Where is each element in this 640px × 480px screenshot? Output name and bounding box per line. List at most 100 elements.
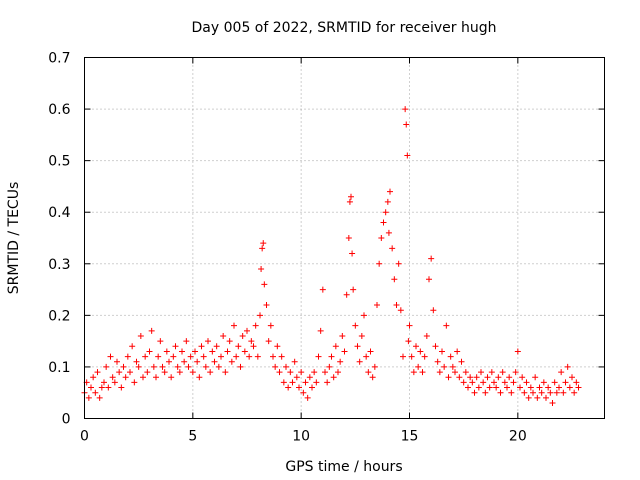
plot-frame bbox=[84, 57, 605, 419]
data-point bbox=[480, 379, 487, 386]
data-point bbox=[324, 379, 331, 386]
data-point bbox=[350, 286, 357, 293]
y-tick-label: 0 bbox=[62, 412, 71, 428]
data-point bbox=[319, 286, 326, 293]
data-point bbox=[403, 121, 410, 128]
x-tick-label: 20 bbox=[509, 429, 527, 445]
data-point bbox=[146, 348, 153, 355]
data-point bbox=[211, 358, 218, 365]
data-point bbox=[163, 348, 170, 355]
data-point bbox=[356, 358, 363, 365]
data-point bbox=[187, 353, 194, 360]
data-point bbox=[166, 358, 172, 365]
data-point bbox=[209, 348, 216, 355]
data-point bbox=[343, 291, 350, 298]
data-point bbox=[270, 353, 276, 360]
data-point bbox=[111, 379, 118, 386]
data-point bbox=[439, 348, 445, 355]
data-point bbox=[569, 374, 575, 381]
data-point bbox=[423, 332, 430, 339]
data-point bbox=[101, 379, 107, 386]
data-point bbox=[349, 250, 356, 257]
data-point bbox=[107, 353, 114, 360]
data-point bbox=[378, 235, 385, 241]
data-point bbox=[257, 312, 263, 319]
data-point bbox=[514, 348, 521, 355]
data-point bbox=[90, 374, 97, 381]
data-point bbox=[311, 369, 318, 376]
y-tick-label: 0.5 bbox=[48, 154, 70, 170]
data-point bbox=[558, 369, 565, 376]
x-tick-label: 5 bbox=[188, 429, 197, 445]
data-point bbox=[94, 369, 101, 376]
data-point bbox=[346, 198, 353, 205]
data-point bbox=[421, 353, 428, 360]
x-tick-label: 10 bbox=[292, 429, 310, 445]
data-point bbox=[309, 384, 315, 391]
x-tick-label: 0 bbox=[80, 429, 89, 445]
data-point bbox=[495, 374, 502, 381]
data-point bbox=[250, 343, 257, 350]
data-point bbox=[246, 353, 253, 360]
data-point bbox=[430, 307, 437, 314]
data-point bbox=[170, 353, 177, 360]
data-point bbox=[454, 348, 461, 355]
data-point bbox=[413, 343, 419, 350]
data-point bbox=[235, 343, 242, 350]
data-point bbox=[517, 384, 523, 391]
data-point bbox=[237, 363, 244, 370]
data-point bbox=[241, 348, 248, 355]
data-point bbox=[467, 374, 474, 381]
data-point bbox=[159, 363, 166, 370]
data-point bbox=[92, 389, 99, 396]
data-point bbox=[397, 307, 404, 314]
data-point bbox=[519, 374, 526, 381]
data-point bbox=[571, 389, 578, 396]
data-point bbox=[415, 363, 422, 370]
data-point bbox=[367, 348, 374, 355]
data-point bbox=[382, 209, 389, 216]
data-point bbox=[538, 389, 545, 396]
data-point bbox=[142, 353, 149, 360]
data-point bbox=[176, 369, 183, 376]
data-point bbox=[261, 281, 268, 288]
data-point bbox=[363, 353, 370, 360]
data-point bbox=[103, 363, 110, 370]
data-point bbox=[168, 374, 175, 381]
data-point bbox=[473, 374, 480, 381]
data-point bbox=[369, 374, 376, 381]
data-point bbox=[573, 379, 580, 386]
data-point bbox=[484, 374, 491, 381]
data-point bbox=[499, 369, 506, 376]
data-point bbox=[341, 348, 348, 355]
data-point bbox=[263, 302, 270, 309]
data-point bbox=[532, 374, 539, 381]
data-point bbox=[512, 369, 519, 376]
data-point bbox=[179, 348, 185, 355]
data-point bbox=[465, 384, 471, 391]
data-point bbox=[527, 384, 534, 391]
data-point bbox=[258, 265, 265, 272]
data-point bbox=[434, 358, 441, 365]
data-point bbox=[402, 106, 409, 113]
data-point bbox=[469, 379, 476, 386]
data-point bbox=[330, 374, 337, 381]
data-point bbox=[497, 389, 504, 396]
data-point bbox=[131, 379, 138, 386]
data-point bbox=[521, 389, 528, 396]
data-point bbox=[289, 379, 296, 386]
y-axis-label: SRMTID / TECUs bbox=[6, 182, 22, 295]
data-point bbox=[189, 369, 196, 376]
data-point bbox=[410, 369, 417, 376]
data-point bbox=[120, 363, 127, 370]
data-point bbox=[523, 379, 530, 386]
data-point bbox=[504, 384, 510, 391]
data-point bbox=[278, 353, 285, 360]
data-point bbox=[562, 379, 569, 386]
x-axis-label: GPS time / hours bbox=[285, 459, 402, 475]
data-point bbox=[153, 374, 159, 381]
data-point bbox=[274, 343, 281, 350]
data-point bbox=[564, 363, 571, 370]
data-point bbox=[540, 379, 547, 386]
data-point bbox=[417, 348, 424, 355]
